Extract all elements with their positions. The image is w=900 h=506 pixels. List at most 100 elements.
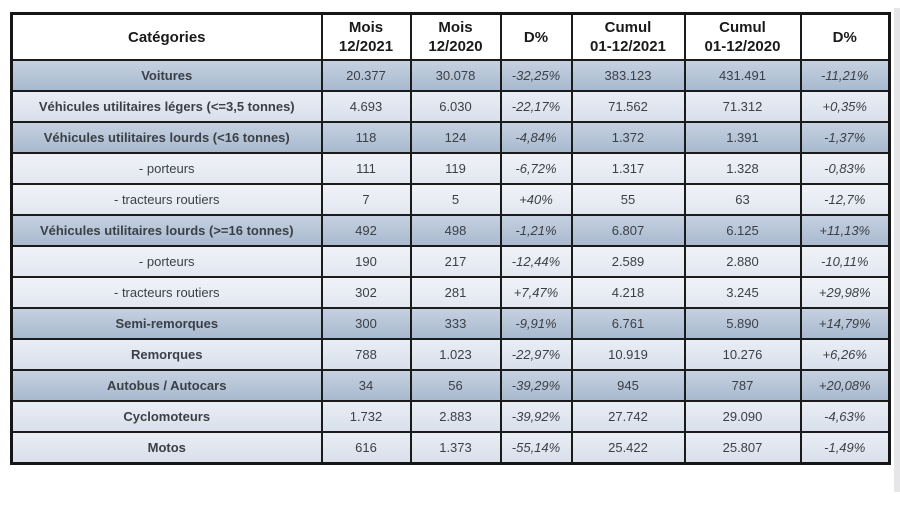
- value-cell: 6.807: [570, 214, 686, 247]
- delta-cell: -4,84%: [499, 121, 573, 154]
- value-cell: 787: [683, 369, 802, 402]
- value-cell: 6.125: [683, 214, 802, 247]
- value-cell: 4.218: [570, 276, 686, 309]
- category-cell: Voitures: [10, 59, 323, 92]
- value-cell: 1.373: [409, 431, 502, 465]
- delta-cell: -4,63%: [799, 400, 891, 433]
- delta-cell: -32,25%: [499, 59, 573, 92]
- delta-cell: -1,21%: [499, 214, 573, 247]
- category-cell: Cyclomoteurs: [10, 400, 323, 433]
- delta-cell: -6,72%: [499, 152, 573, 185]
- header-cell-cumul-2020: Cumul 01-12/2020: [683, 12, 802, 61]
- delta-cell: +7,47%: [499, 276, 573, 309]
- value-cell: 10.276: [683, 338, 802, 371]
- delta-cell: -39,29%: [499, 369, 573, 402]
- header-label: Mois: [348, 19, 384, 36]
- page-edge-strip: [894, 8, 900, 492]
- category-cell: Véhicules utilitaires lourds (<16 tonnes…: [10, 121, 323, 154]
- delta-cell: +6,26%: [799, 338, 891, 371]
- subcategory-cell: - tracteurs routiers: [10, 183, 323, 216]
- value-cell: 29.090: [683, 400, 802, 433]
- value-cell: 34: [320, 369, 412, 402]
- table-row-remorques: Remorques 788 1.023 -22,97% 10.919 10.27…: [10, 338, 891, 371]
- value-cell: 217: [409, 245, 502, 278]
- table-row-vul-lourds-moins16: Véhicules utilitaires lourds (<16 tonnes…: [10, 121, 891, 154]
- table-row-cyclomoteurs: Cyclomoteurs 1.732 2.883 -39,92% 27.742 …: [10, 400, 891, 433]
- value-cell: 281: [409, 276, 502, 309]
- value-cell: 1.317: [570, 152, 686, 185]
- header-label: Cumul: [604, 19, 652, 36]
- value-cell: 10.919: [570, 338, 686, 371]
- header-cell-categories: Catégories: [10, 12, 323, 61]
- category-cell: Autobus / Autocars: [10, 369, 323, 402]
- table-row-tracteurs-2: - tracteurs routiers 302 281 +7,47% 4.21…: [10, 276, 891, 309]
- value-cell: 1.023: [409, 338, 502, 371]
- value-cell: 492: [320, 214, 412, 247]
- delta-cell: -55,14%: [499, 431, 573, 465]
- table-row-autobus: Autobus / Autocars 34 56 -39,29% 945 787…: [10, 369, 891, 402]
- delta-cell: +40%: [499, 183, 573, 216]
- delta-cell: -9,91%: [499, 307, 573, 340]
- delta-cell: -10,11%: [799, 245, 891, 278]
- delta-cell: -39,92%: [499, 400, 573, 433]
- value-cell: 190: [320, 245, 412, 278]
- header-label: D%: [832, 28, 857, 46]
- delta-cell: +29,98%: [799, 276, 891, 309]
- category-cell: Semi-remorques: [10, 307, 323, 340]
- table-row-vul-lourds-plus16: Véhicules utilitaires lourds (>=16 tonne…: [10, 214, 891, 247]
- delta-cell: -12,44%: [499, 245, 573, 278]
- header-row: Catégories Mois 12/2021 Mois 12/2020 D% Cu…: [10, 12, 891, 61]
- value-cell: 2.880: [683, 245, 802, 278]
- value-cell: 302: [320, 276, 412, 309]
- value-cell: 1.732: [320, 400, 412, 433]
- value-cell: 7: [320, 183, 412, 216]
- value-cell: 3.245: [683, 276, 802, 309]
- header-cell-delta-cumul: D%: [799, 12, 891, 61]
- table-row-porteurs-2: - porteurs 190 217 -12,44% 2.589 2.880 -…: [10, 245, 891, 278]
- category-cell: Véhicules utilitaires lourds (>=16 tonne…: [10, 214, 323, 247]
- value-cell: 431.491: [683, 59, 802, 92]
- header-cell-delta-mois: D%: [499, 12, 573, 61]
- subcategory-cell: - porteurs: [10, 245, 323, 278]
- value-cell: 1.328: [683, 152, 802, 185]
- value-cell: 25.807: [683, 431, 802, 465]
- delta-cell: +11,13%: [799, 214, 891, 247]
- value-cell: 71.562: [570, 90, 686, 123]
- value-cell: 55: [570, 183, 686, 216]
- header-label: Mois: [438, 19, 473, 36]
- table-row-motos: Motos 616 1.373 -55,14% 25.422 25.807 -1…: [10, 431, 891, 465]
- vehicle-registrations-table: Catégories Mois 12/2021 Mois 12/2020 D% Cu…: [10, 12, 891, 465]
- value-cell: 25.422: [570, 431, 686, 465]
- value-cell: 118: [320, 121, 412, 154]
- delta-cell: -1,37%: [799, 121, 891, 154]
- value-cell: 119: [409, 152, 502, 185]
- value-cell: 333: [409, 307, 502, 340]
- value-cell: 616: [320, 431, 412, 465]
- header-sublabel: 12/2020: [428, 38, 483, 55]
- header-sublabel: 01-12/2020: [704, 38, 781, 55]
- value-cell: 111: [320, 152, 412, 185]
- value-cell: 1.391: [683, 121, 802, 154]
- header-sublabel: 12/2021: [338, 38, 394, 55]
- value-cell: 383.123: [570, 59, 686, 92]
- value-cell: 6.761: [570, 307, 686, 340]
- value-cell: 6.030: [409, 90, 502, 123]
- value-cell: 20.377: [320, 59, 412, 92]
- value-cell: 63: [683, 183, 802, 216]
- value-cell: 2.589: [570, 245, 686, 278]
- value-cell: 27.742: [570, 400, 686, 433]
- value-cell: 498: [409, 214, 502, 247]
- delta-cell: +0,35%: [799, 90, 891, 123]
- value-cell: 1.372: [570, 121, 686, 154]
- delta-cell: -22,17%: [499, 90, 573, 123]
- header-cell-mois-2020: Mois 12/2020: [409, 12, 502, 61]
- value-cell: 2.883: [409, 400, 502, 433]
- value-cell: 5.890: [683, 307, 802, 340]
- header-label: D%: [523, 28, 549, 46]
- subcategory-cell: - porteurs: [10, 152, 323, 185]
- table-row-semi-remorques: Semi-remorques 300 333 -9,91% 6.761 5.89…: [10, 307, 891, 340]
- header-sublabel: 01-12/2021: [590, 38, 666, 55]
- value-cell: 56: [409, 369, 502, 402]
- value-cell: 945: [570, 369, 686, 402]
